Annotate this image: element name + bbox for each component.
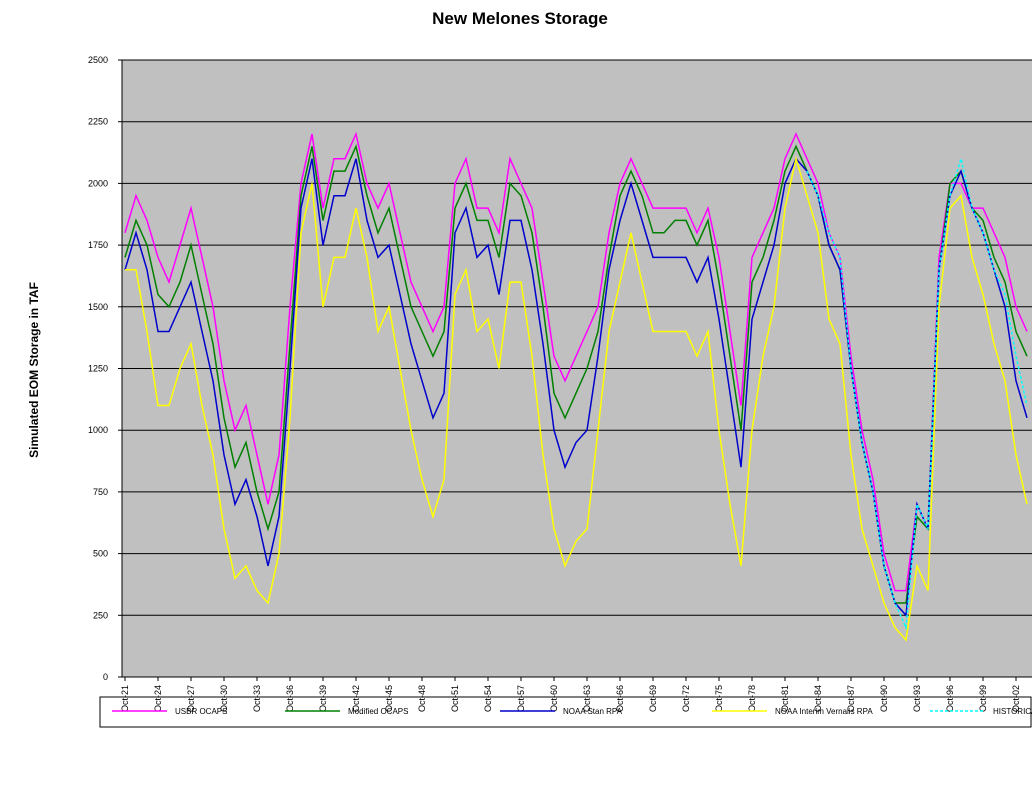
x-tick-label: Oct-42 <box>351 685 361 712</box>
y-tick-label: 1250 <box>88 364 108 374</box>
y-tick-label: 2500 <box>88 55 108 65</box>
x-tick-label: Oct-93 <box>912 685 922 712</box>
y-tick-label: 1750 <box>88 240 108 250</box>
x-tick-label: Oct-30 <box>219 685 229 712</box>
x-tick-label: Oct-66 <box>615 685 625 712</box>
x-tick-label: Oct-81 <box>780 685 790 712</box>
series-line <box>124 157 1028 618</box>
y-tick-label: 2000 <box>88 178 108 188</box>
y-tick-label: 0 <box>103 672 108 682</box>
x-tick-label: Oct-48 <box>417 685 427 712</box>
x-tick-label: Oct-36 <box>285 685 295 712</box>
x-tick-label: Oct-39 <box>318 685 328 712</box>
legend-label: USBR OCAPS <box>175 707 227 716</box>
x-tick-label: Oct-99 <box>978 685 988 712</box>
x-tick-label: Oct-02 <box>1011 685 1021 712</box>
x-tick-label: Oct-69 <box>648 685 658 712</box>
x-tick-label: Oct-45 <box>384 685 394 712</box>
x-tick-label: Oct-24 <box>153 685 163 712</box>
legend-label: NOAA Stan RPA <box>563 707 623 716</box>
series-line <box>806 155 1028 631</box>
y-tick-label: 500 <box>93 549 108 559</box>
x-tick-label: Oct-84 <box>813 685 823 712</box>
x-tick-label: Oct-78 <box>747 685 757 712</box>
y-tick-label: 1500 <box>88 302 108 312</box>
legend-label: HISTORICAL <box>993 707 1032 716</box>
legend-label: Modified OCAPS <box>348 707 408 716</box>
x-tick-label: Oct-60 <box>549 685 559 712</box>
chart-title: New Melones Storage <box>432 9 608 28</box>
x-tick-label: Oct-51 <box>450 685 460 712</box>
x-tick-label: Oct-72 <box>681 685 691 712</box>
x-tick-label: Oct-87 <box>846 685 856 712</box>
y-axis-label: Simulated EOM Storage in TAF <box>27 282 41 458</box>
y-tick-label: 1000 <box>88 425 108 435</box>
x-tick-label: Oct-63 <box>582 685 592 712</box>
x-tick-label: Oct-33 <box>252 685 262 712</box>
x-tick-label: Oct-90 <box>879 685 889 712</box>
series-line <box>125 155 1028 642</box>
x-tick-label: Oct-57 <box>516 685 526 712</box>
legend-label: NOAA Interim Vernalis RPA <box>775 707 873 716</box>
x-tick-label: Oct-54 <box>483 685 493 712</box>
series-group <box>124 131 1028 642</box>
x-tick-label: Oct-27 <box>186 685 196 712</box>
series-line <box>124 131 1028 592</box>
y-tick-label: 750 <box>93 487 108 497</box>
x-tick-label: Oct-21 <box>120 685 130 712</box>
y-tick-label: 2250 <box>88 117 108 127</box>
x-tick-label: Oct-96 <box>945 685 955 712</box>
x-tick-label: Oct-75 <box>714 685 724 712</box>
y-tick-label: 250 <box>93 610 108 620</box>
legend <box>99 696 1032 728</box>
